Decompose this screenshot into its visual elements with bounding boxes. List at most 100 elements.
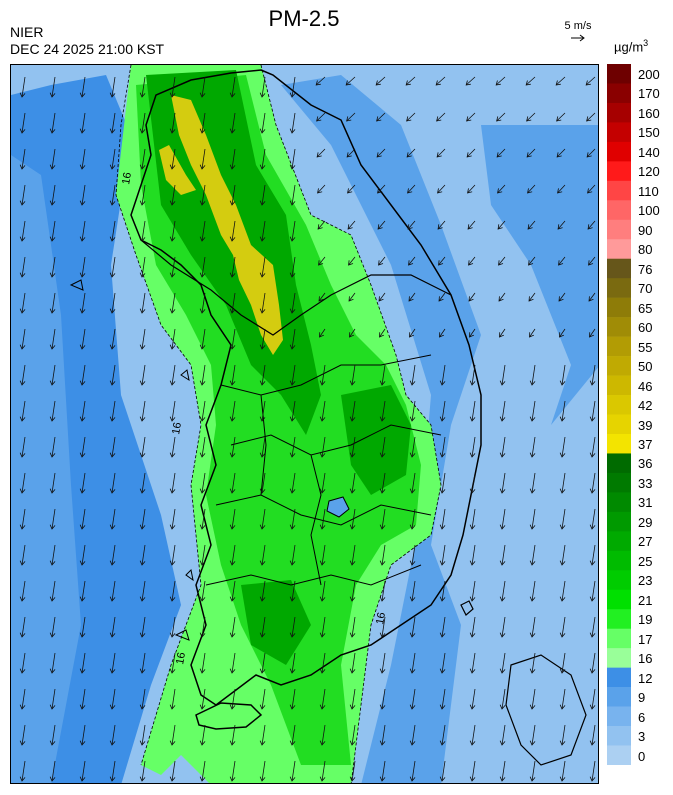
wind-arrowhead <box>169 488 176 494</box>
wind-arrowhead <box>169 560 176 566</box>
wind-arrowhead <box>169 416 176 422</box>
wind-arrowhead <box>199 776 206 782</box>
wind-arrowhead <box>259 524 266 530</box>
wind-arrow <box>528 292 536 302</box>
wind-arrowhead <box>139 380 146 386</box>
wind-arrow <box>141 112 146 134</box>
wind-arrowhead <box>169 164 176 170</box>
wind-arrow <box>531 580 536 602</box>
wind-arrowhead <box>19 416 26 422</box>
color-legend <box>607 64 631 765</box>
legend-swatch <box>607 258 631 279</box>
wind-arrow <box>231 184 236 206</box>
wind-arrow <box>261 724 266 746</box>
wind-arrow <box>321 760 326 782</box>
wind-arrow <box>51 148 56 170</box>
wind-arrowhead <box>49 740 56 746</box>
wind-arrow <box>201 184 206 206</box>
wind-arrow <box>51 508 56 530</box>
wind-arrow <box>561 724 566 746</box>
wind-arrow <box>231 652 236 674</box>
legend-swatch <box>607 141 631 162</box>
wind-arrow <box>466 112 476 122</box>
wind-arrowhead <box>559 704 566 710</box>
wind-arrow <box>291 724 296 746</box>
wind-arrowhead <box>169 668 176 674</box>
wind-arrow <box>231 436 236 458</box>
wind-arrow <box>408 292 416 302</box>
legend-swatch <box>607 64 631 84</box>
legend-swatch <box>607 336 631 357</box>
wind-arrowhead <box>586 152 592 158</box>
wind-arrowhead <box>289 92 296 98</box>
wind-arrow <box>561 508 566 530</box>
wind-arrow <box>291 76 296 98</box>
wind-arrowhead <box>199 488 206 494</box>
wind-arrowhead <box>229 776 236 782</box>
wind-arrowhead <box>558 296 564 302</box>
wind-arrowhead <box>199 236 206 242</box>
wind-arrow <box>376 148 386 158</box>
wind-arrow <box>381 724 386 746</box>
wind-arrow <box>377 220 386 230</box>
wind-arrowhead <box>229 560 236 566</box>
north-border <box>140 239 452 336</box>
legend-label: 19 <box>638 612 653 628</box>
wind-arrow <box>111 184 116 206</box>
wind-arrow <box>231 112 236 134</box>
wind-arrowhead <box>49 308 56 314</box>
wind-arrowhead <box>408 296 414 302</box>
wind-arrowhead <box>19 632 26 638</box>
wind-arrow <box>111 652 116 674</box>
wind-arrowhead <box>49 596 56 602</box>
east-sea-band <box>281 75 481 783</box>
wind-arrow <box>591 760 596 782</box>
wind-arrow <box>231 220 236 242</box>
wind-arrowhead <box>229 236 236 242</box>
wind-arrowhead <box>259 380 266 386</box>
wind-arrow <box>411 508 416 530</box>
wind-arrow <box>466 148 476 158</box>
wind-arrowhead <box>199 344 206 350</box>
wind-arrow <box>51 400 56 422</box>
wind-arrowhead <box>469 416 476 422</box>
wind-arrow <box>441 544 446 566</box>
provincial-borders <box>205 354 442 586</box>
wind-arrow <box>291 688 296 710</box>
wind-arrow <box>529 328 536 338</box>
wind-arrow <box>411 724 416 746</box>
wind-arrow <box>51 616 56 638</box>
wind-arrow <box>556 112 566 122</box>
wind-arrowhead <box>289 488 296 494</box>
wind-arrow <box>231 472 236 494</box>
wind-arrowhead <box>49 632 56 638</box>
wind-arrowhead <box>379 488 386 494</box>
wind-arrow <box>171 652 176 674</box>
wind-arrowhead <box>499 596 506 602</box>
wind-arrowhead <box>259 596 266 602</box>
wind-arrowhead <box>109 524 116 530</box>
wind-arrowhead <box>139 308 146 314</box>
wind-arrowhead <box>199 452 206 458</box>
wind-arrowhead <box>49 236 56 242</box>
wind-arrowhead <box>199 200 206 206</box>
wind-arrowhead <box>229 452 236 458</box>
wind-arrow <box>141 256 146 278</box>
wind-arrow <box>201 76 206 98</box>
wind-arrow <box>261 364 266 386</box>
legend-label: 55 <box>638 339 653 355</box>
wind-arrow <box>345 76 356 86</box>
wind-arrow <box>591 472 596 494</box>
wind-arrow <box>555 76 566 86</box>
wind-arrowhead <box>439 416 446 422</box>
legend-swatch <box>607 83 631 104</box>
wind-arrow <box>471 580 476 602</box>
wind-arrow <box>291 364 296 386</box>
wind-arrow <box>561 472 566 494</box>
wind-arrowhead <box>469 740 476 746</box>
wind-arrowhead <box>229 596 236 602</box>
wind-arrowhead <box>79 128 86 134</box>
wind-arrowhead <box>349 740 356 746</box>
wind-arrowhead <box>589 776 596 782</box>
wind-arrow <box>21 184 26 206</box>
